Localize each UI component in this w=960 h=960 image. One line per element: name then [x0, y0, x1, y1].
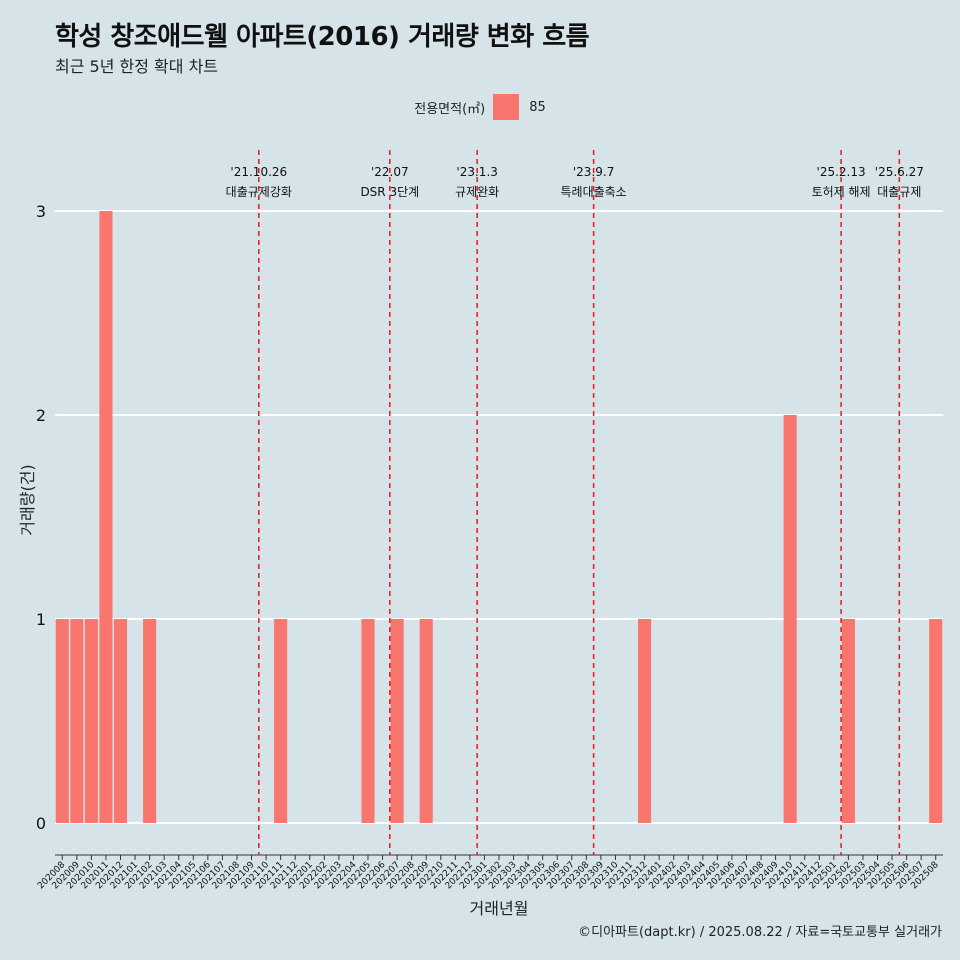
event-name-label: 특례대출축소	[560, 185, 626, 199]
chart-title: 학성 창조애드웰 아파트(2016) 거래량 변화 흐름	[55, 22, 590, 52]
y-tick-label: 3	[36, 202, 46, 221]
event-date-label: '25.2.13	[817, 165, 866, 179]
bar	[143, 619, 157, 823]
bar	[929, 619, 943, 823]
event-date-label: '23.9.7	[573, 165, 614, 179]
y-tick-label: 1	[36, 610, 46, 629]
bar	[783, 415, 797, 823]
bar	[70, 619, 84, 823]
chart-subtitle: 최근 5년 한정 확대 차트	[55, 57, 219, 76]
y-axis-title: 거래량(건)	[18, 464, 37, 535]
legend-item-label: 85	[529, 99, 546, 115]
bar	[638, 619, 652, 823]
legend-title: 전용면적(㎡)	[414, 101, 486, 117]
y-tick-label: 2	[36, 406, 46, 425]
bar	[841, 619, 855, 823]
event-date-label: '23.1.3	[456, 165, 497, 179]
event-date-label: '25.6.27	[875, 165, 924, 179]
bar	[361, 619, 375, 823]
event-name-label: 토허제 해제	[812, 185, 871, 199]
y-tick-label: 0	[36, 814, 46, 833]
bar	[55, 619, 69, 823]
bar	[390, 619, 404, 823]
event-name-label: 규제완화	[455, 185, 499, 199]
event-name-label: 대출규제	[877, 185, 921, 199]
bar	[419, 619, 433, 823]
event-name-label: DSR 3단계	[360, 185, 419, 199]
event-date-label: '21.10.26	[230, 165, 287, 179]
event-name-label: 대출규제강화	[226, 185, 292, 199]
event-date-label: '22.07	[371, 165, 409, 179]
bar	[274, 619, 288, 823]
x-axis-title: 거래년월	[470, 899, 529, 918]
source-caption: ©디아파트(dapt.kr) / 2025.08.22 / 자료=국토교통부 실…	[578, 925, 942, 940]
bar	[113, 619, 128, 823]
legend-swatch	[493, 94, 520, 120]
bar	[99, 211, 113, 823]
legend: 전용면적(㎡) 85	[0, 94, 960, 120]
bar	[84, 619, 98, 823]
